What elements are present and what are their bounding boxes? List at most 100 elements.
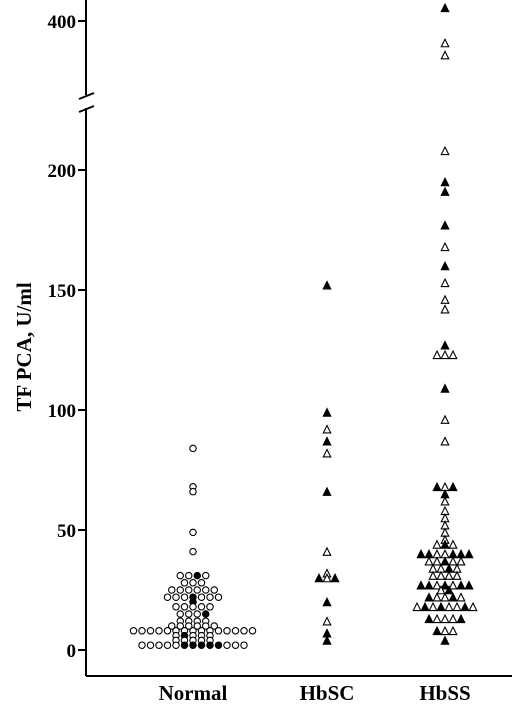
data-point-hbss (440, 261, 450, 271)
data-point-normal (189, 641, 197, 649)
data-point-hbss (468, 601, 478, 612)
data-point-hbss (432, 580, 442, 590)
data-point-hbsc (322, 635, 332, 645)
data-point-normal (189, 528, 197, 537)
data-point-normal (185, 571, 193, 580)
data-point-hbss (420, 601, 430, 612)
data-point-normal (223, 641, 231, 649)
data-point-hbss (436, 601, 446, 612)
data-point-normal (202, 610, 210, 618)
y-tick-label: 100 (48, 401, 77, 422)
data-point-normal (185, 586, 193, 594)
data-points (129, 2, 478, 649)
data-point-normal (202, 586, 210, 594)
data-point-hbss (416, 580, 426, 590)
axis-break-mark-top (78, 92, 95, 100)
data-point-hbss (440, 539, 450, 549)
data-point-hbss (432, 613, 442, 624)
data-point-hbss (440, 38, 450, 48)
data-point-hbss (464, 549, 474, 559)
data-point-hbss (440, 635, 450, 645)
data-point-normal (176, 610, 185, 618)
data-point-hbss (448, 625, 458, 636)
data-point-normal (180, 579, 189, 587)
data-point-hbss (456, 592, 466, 602)
data-point-normal (138, 627, 146, 635)
x-category-label: HbSS (419, 681, 470, 705)
data-point-normal (180, 641, 189, 649)
y-tick-label: 200 (48, 161, 77, 182)
data-point-hbss (440, 592, 450, 602)
data-point-normal (193, 622, 202, 630)
data-point-hbss (440, 436, 450, 446)
data-point-normal (231, 641, 240, 649)
data-point-normal (189, 579, 197, 587)
data-point-hbsc (314, 573, 324, 583)
data-point-hbss (440, 414, 450, 424)
data-point-hbss (440, 220, 450, 230)
y-tick-label: 0 (67, 641, 77, 662)
data-point-hbss (424, 556, 434, 566)
data-point-hbss (424, 613, 434, 624)
data-point-hbss (440, 340, 450, 350)
data-point-normal (206, 641, 214, 649)
data-point-normal (163, 627, 172, 635)
data-point-hbss (424, 580, 434, 590)
data-point-hbss (448, 481, 458, 492)
data-point-normal (214, 593, 223, 601)
data-point-hbss (412, 601, 422, 612)
data-point-hbss (428, 570, 438, 580)
data-point-normal (172, 641, 180, 649)
data-point-hbss (432, 592, 442, 602)
data-point-hbss (432, 481, 442, 492)
data-point-hbss (432, 539, 442, 549)
data-point-hbss (424, 592, 434, 602)
data-point-hbss (440, 580, 450, 590)
data-point-hbss (440, 556, 450, 566)
data-point-normal (163, 593, 172, 601)
data-point-hbss (444, 585, 454, 595)
data-point-normal (180, 603, 189, 611)
data-point-normal (240, 641, 248, 649)
data-point-normal (146, 627, 155, 635)
data-point-normal (202, 622, 210, 630)
data-point-hbss (448, 349, 458, 360)
data-point-normal (189, 603, 197, 611)
data-point-hbsc (322, 280, 332, 290)
data-point-hbsc (322, 616, 332, 626)
x-category-label: HbSC (300, 681, 355, 705)
data-point-hbss (456, 556, 466, 566)
data-point-normal (168, 586, 176, 594)
data-point-normal (206, 603, 214, 611)
data-point-hbss (448, 592, 458, 602)
data-point-normal (197, 593, 206, 601)
data-point-normal (189, 487, 197, 496)
data-point-normal (231, 627, 240, 635)
data-point-normal (172, 593, 180, 601)
data-point-normal (197, 603, 206, 611)
data-point-normal (163, 641, 172, 649)
data-point-normal (197, 579, 206, 587)
axis-break-mark-bottom (78, 105, 95, 113)
data-point-normal (189, 547, 197, 556)
data-point-normal (176, 586, 185, 594)
y-tick-label: 50 (57, 521, 76, 542)
data-point-hbss (432, 625, 442, 636)
data-point-hbss (440, 50, 450, 60)
data-point-hbss (436, 585, 446, 595)
data-point-normal (185, 622, 193, 630)
y-axis-title: TF PCA, U/ml (12, 282, 36, 411)
data-point-hbsc (322, 424, 332, 434)
data-point-hbss (416, 549, 426, 559)
data-point-normal (193, 586, 202, 594)
data-point-hbss (436, 570, 446, 580)
data-point-hbss (440, 294, 450, 304)
data-point-normal (214, 627, 223, 635)
data-point-hbss (440, 349, 450, 360)
data-point-hbss (440, 241, 450, 252)
data-point-hbss (432, 556, 442, 566)
data-point-hbsc (330, 573, 340, 583)
data-point-hbss (448, 613, 458, 624)
data-point-hbsc (322, 486, 332, 496)
